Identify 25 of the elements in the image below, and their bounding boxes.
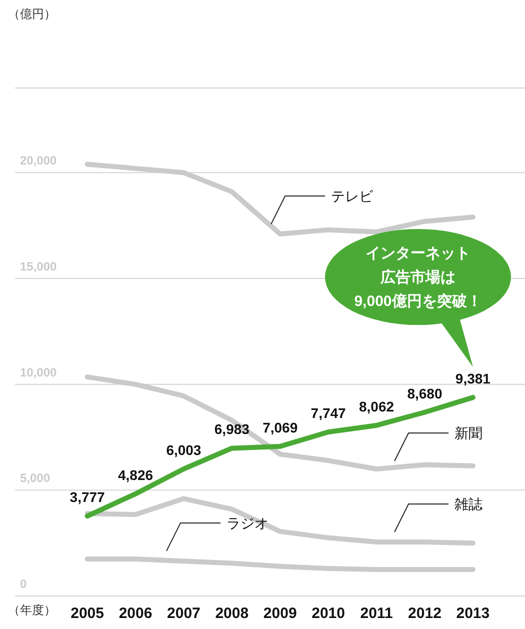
x-tick-label: 2005 xyxy=(70,605,104,622)
series-label: 新聞 xyxy=(454,425,483,441)
x-axis-title: （年度） xyxy=(8,602,56,619)
x-tick-label: 2007 xyxy=(167,605,200,622)
annotation: インターネット広告市場は9,000億円を突破！ xyxy=(354,245,482,310)
x-tick-label: 2012 xyxy=(408,605,442,622)
series-label: テレビ xyxy=(331,188,374,204)
x-tick-label: 2013 xyxy=(456,605,490,622)
x-tick-label: 2010 xyxy=(312,605,346,622)
data-label: 6,003 xyxy=(166,442,202,458)
data-label: 7,069 xyxy=(262,419,298,436)
data-label: 4,826 xyxy=(118,466,154,483)
x-tick-label: 2009 xyxy=(263,605,297,622)
text: （億円） xyxy=(8,6,56,23)
x-tick-label: 2006 xyxy=(118,605,152,622)
x-tick-label: 2011 xyxy=(360,605,393,622)
data-label: 9,381 xyxy=(455,370,491,386)
data-label: 7,747 xyxy=(310,405,346,422)
text: 雑誌 xyxy=(454,496,483,512)
x-tick-label: 2008 xyxy=(215,605,249,622)
data-label: 3,777 xyxy=(70,489,106,506)
data-label: 8,680 xyxy=(407,385,442,402)
text: ラジオ xyxy=(226,514,269,531)
data-label: 8,062 xyxy=(359,398,394,414)
data-label: 6,983 xyxy=(214,421,250,438)
